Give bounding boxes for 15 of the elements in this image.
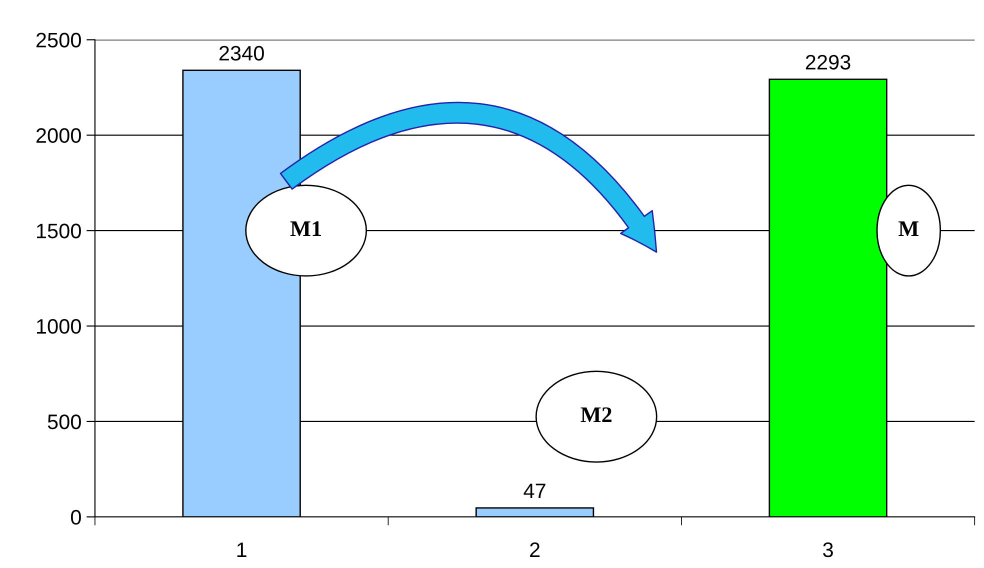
x-tick-label: 1 <box>237 542 246 557</box>
y-tick-label: 0 <box>70 510 81 525</box>
data-label: 2293 <box>806 54 850 70</box>
y-tick-label: 500 <box>48 414 81 430</box>
annotation: M2 <box>580 407 612 422</box>
y-tick-label: 2500 <box>36 32 81 48</box>
annotation: M <box>898 221 919 236</box>
x-tick-label: 3 <box>823 542 833 558</box>
x-tick-label: 2 <box>530 542 540 557</box>
y-tick-label: 1000 <box>37 319 81 334</box>
annotation: M1 <box>290 221 321 236</box>
y-tick-label: 1500 <box>37 224 81 238</box>
y-tick-label: 2000 <box>36 128 81 143</box>
data-label: 47 <box>524 484 546 498</box>
data-label: 2340 <box>219 46 264 61</box>
